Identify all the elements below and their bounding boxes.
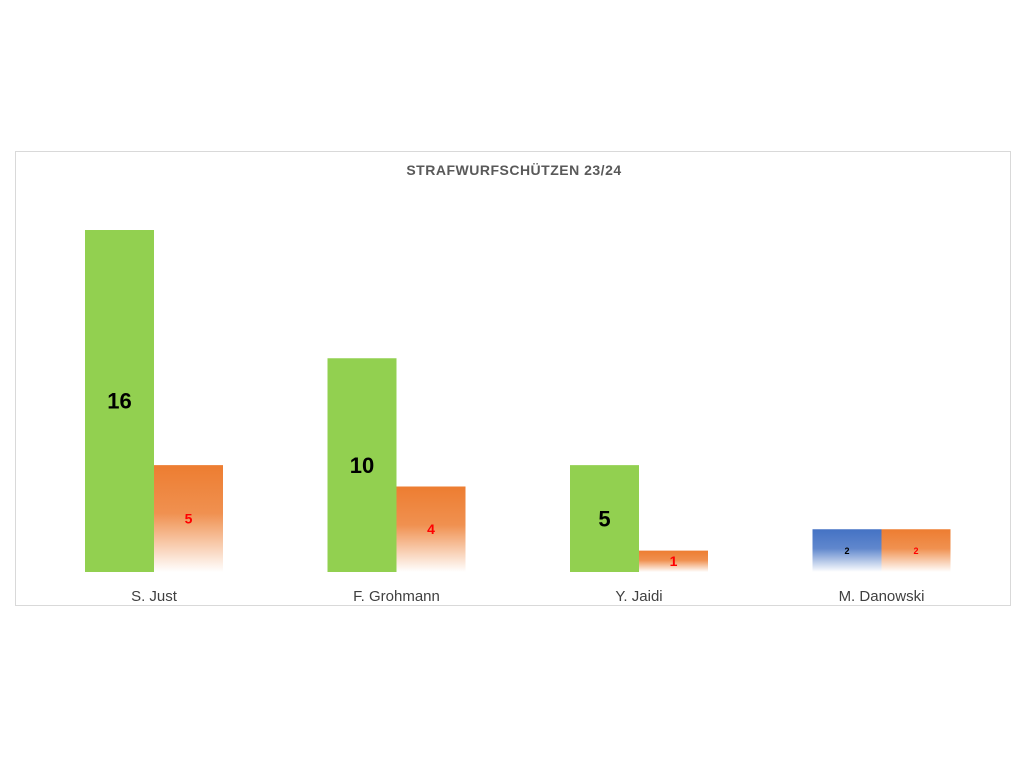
data-label-2-3: 1 [670, 553, 678, 569]
data-label-2-2: 4 [427, 521, 435, 537]
bar-chart: STRAFWURFSCHÜTZEN 23/24 16 5 10 4 5 1 2 2 S. Ju… [85, 162, 951, 605]
bar-1-1 [85, 230, 154, 572]
bar-2-2 [396, 486, 466, 572]
data-labels-layer: 16 5 10 4 5 1 2 2 [107, 389, 918, 570]
data-label-2-4: 2 [913, 546, 918, 556]
data-label-1-3: 5 [598, 506, 610, 531]
category-label: S. Just [131, 588, 178, 605]
data-label-1-2: 10 [350, 453, 374, 478]
data-label-1-4: 2 [844, 546, 849, 556]
bar-2-3 [639, 550, 708, 572]
bar-1-2 [327, 358, 397, 572]
chart-area: STRAFWURFSCHÜTZEN 23/24 16 5 10 4 5 1 2 2 S. Ju… [15, 151, 1011, 606]
bars-layer [85, 230, 951, 572]
bar-1-4 [812, 529, 882, 572]
data-label-1-1: 16 [107, 389, 131, 414]
category-label: Y. Jaidi [615, 588, 662, 605]
data-label-2-1: 5 [185, 510, 193, 526]
bar-2-1 [154, 465, 223, 572]
bar-1-3 [570, 465, 639, 572]
category-labels-layer: S. Just F. Grohmann Y. Jaidi M. Danowski [131, 588, 924, 605]
category-label: F. Grohmann [353, 588, 440, 605]
bar-2-4 [881, 529, 951, 572]
chart-title: STRAFWURFSCHÜTZEN 23/24 [406, 162, 621, 178]
category-label: M. Danowski [839, 588, 925, 605]
